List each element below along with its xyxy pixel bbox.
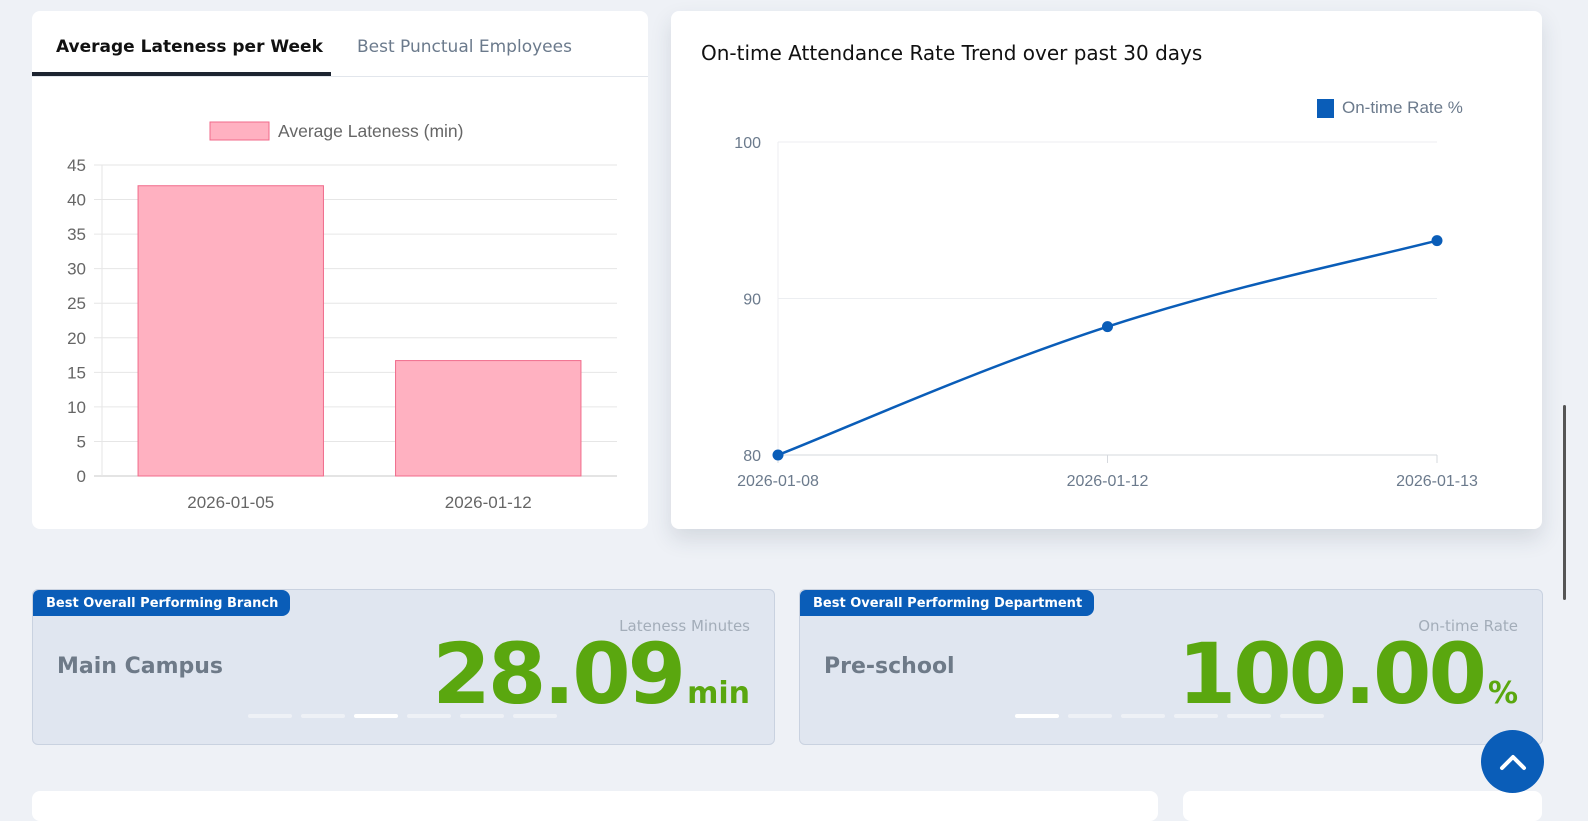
kpi-number: 28.09	[432, 625, 686, 723]
active-tab-indicator	[32, 72, 331, 76]
data-point[interactable]	[1102, 321, 1113, 333]
page-scrollbar-thumb[interactable]	[1563, 405, 1566, 600]
y-tick-label: 40	[67, 191, 86, 210]
carousel-indicator[interactable]	[1121, 714, 1165, 718]
best-department-kpi: Best Overall Performing Department Pre-s…	[799, 589, 1543, 745]
x-tick-label: 2026-01-12	[1067, 473, 1149, 490]
series-line	[777, 239, 1438, 457]
bar[interactable]	[395, 360, 582, 477]
carousel-indicator[interactable]	[1174, 714, 1218, 718]
next-card-right	[1183, 791, 1542, 821]
carousel-indicator[interactable]	[301, 714, 345, 718]
legend-swatch[interactable]	[1317, 99, 1334, 118]
next-card	[32, 791, 1158, 821]
kpi-name: Pre-school	[824, 654, 955, 679]
carousel-indicator[interactable]	[460, 714, 504, 718]
kpi-value: 100.00%	[1178, 632, 1518, 716]
y-tick-label: 35	[67, 225, 86, 244]
carousel-indicator[interactable]	[354, 714, 398, 718]
y-tick-label: 80	[743, 448, 761, 465]
attendance-trend-card: On-time Attendance Rate Trend over past …	[671, 11, 1542, 529]
kpi-badge: Best Overall Performing Department	[800, 590, 1095, 616]
x-tick-label: 2026-01-05	[187, 493, 274, 512]
bar[interactable]	[137, 185, 324, 477]
kpi-number: 100.00	[1177, 625, 1487, 723]
carousel-indicator[interactable]	[1227, 714, 1271, 718]
y-tick-label: 5	[77, 432, 86, 451]
kpi-caption: Lateness Minutes	[619, 617, 750, 635]
kpi-caption: On-time Rate	[1418, 617, 1518, 635]
y-tick-label: 20	[67, 329, 86, 348]
tab-best-punctual-employees[interactable]: Best Punctual Employees	[357, 37, 572, 57]
y-tick-label: 15	[67, 363, 86, 382]
carousel-indicator[interactable]	[1015, 714, 1059, 718]
y-tick-label: 25	[67, 294, 86, 313]
y-tick-label: 0	[77, 467, 86, 486]
carousel-indicator[interactable]	[248, 714, 292, 718]
chart-title: On-time Attendance Rate Trend over past …	[701, 41, 1203, 65]
x-tick-label: 2026-01-08	[737, 473, 819, 490]
legend-label: On-time Rate %	[1342, 98, 1463, 117]
lateness-card: Average Lateness per Week Best Punctual …	[32, 11, 648, 529]
chevron-up-icon	[1499, 754, 1526, 770]
data-point[interactable]	[772, 449, 784, 461]
kpi-name: Main Campus	[57, 654, 224, 679]
carousel-indicator[interactable]	[407, 714, 451, 718]
best-branch-kpi: Best Overall Performing Branch Main Camp…	[32, 589, 775, 745]
carousel-indicator[interactable]	[1068, 714, 1112, 718]
carousel-indicators	[248, 714, 557, 718]
y-tick-label: 90	[743, 292, 761, 309]
legend-swatch[interactable]	[209, 121, 270, 141]
ontime-rate-line-chart: 80 90 100 2026-01-08 2026-01-12 2026-01-13 O…	[734, 98, 1478, 490]
scroll-to-top-button[interactable]	[1481, 730, 1544, 793]
x-tick-label: 2026-01-13	[1396, 473, 1478, 490]
legend-label: Average Lateness (min)	[278, 121, 463, 141]
kpi-unit: %	[1487, 676, 1518, 711]
y-tick-label: 45	[67, 156, 86, 175]
y-tick-label: 10	[67, 398, 86, 417]
y-tick-label: 100	[734, 135, 761, 152]
data-point[interactable]	[1431, 235, 1443, 247]
tab-average-lateness[interactable]: Average Lateness per Week	[56, 37, 323, 57]
x-tick-label: 2026-01-12	[445, 493, 532, 512]
carousel-indicator[interactable]	[513, 714, 557, 718]
carousel-indicator[interactable]	[1280, 714, 1324, 718]
kpi-unit: min	[687, 676, 750, 711]
kpi-badge: Best Overall Performing Branch	[33, 590, 291, 616]
y-tick-label: 30	[67, 260, 86, 279]
tab-divider	[32, 76, 648, 77]
kpi-value: 28.09 min	[432, 632, 750, 716]
carousel-indicators	[1015, 714, 1324, 718]
